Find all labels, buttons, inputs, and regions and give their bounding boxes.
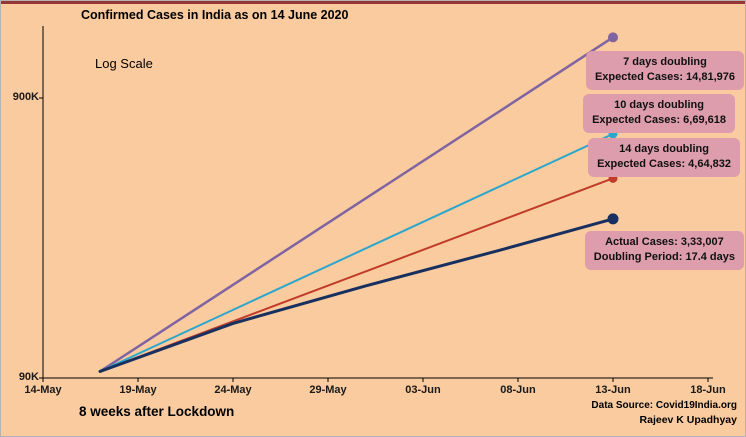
x-tick-label: 19-May (119, 384, 157, 396)
log-scale-label: Log Scale (95, 56, 153, 71)
x-tick-label: 24-May (214, 384, 252, 396)
series-line-actual-cases (98, 217, 615, 373)
callout-title: 14 days doubling (619, 143, 709, 155)
x-tick-label: 13-Jun (595, 384, 631, 396)
x-tick-label: 14-May (24, 384, 62, 396)
x-tick-label: 29-May (309, 384, 347, 396)
x-tick-label: 08-Jun (500, 384, 536, 396)
callout-title: 7 days doubling (623, 56, 707, 68)
callout-value: Expected Cases: 14,81,976 (594, 71, 735, 84)
series-line-10-days-doubling (99, 132, 614, 373)
lockdown-note: 8 weeks after Lockdown (79, 404, 235, 419)
series-dot-7-days-doubling (608, 32, 618, 43)
callout-value: Expected Cases: 6,69,618 (592, 114, 726, 127)
series-line-7-days-doubling (98, 36, 615, 373)
callout-title: 10 days doubling (614, 99, 704, 111)
series-dot-actual-cases (607, 213, 619, 225)
x-tick-label: 18-Jun (690, 384, 726, 396)
callout-title: Actual Cases: 3,33,007 (605, 236, 724, 248)
callout-actual-cases: Actual Cases: 3,33,007 Doubling Period: … (584, 231, 744, 270)
data-source-note: Data Source: Covid19India.org (591, 400, 737, 411)
top-border (1, 1, 745, 4)
x-tick-label: 03-Jun (405, 384, 441, 396)
callout-value: Doubling Period: 17.4 days (593, 251, 735, 264)
callout-10-days-doubling: 10 days doubling Expected Cases: 6,69,61… (583, 94, 735, 133)
author-note: Rajeev K Upadhyay (639, 414, 737, 426)
callout-value: Expected Cases: 4,64,832 (597, 158, 731, 171)
callout-14-days-doubling: 14 days doubling Expected Cases: 4,64,83… (588, 138, 740, 177)
y-tick-label: 900K (12, 91, 39, 103)
y-tick-label: 90K (18, 371, 39, 383)
callout-7-days-doubling: 7 days doubling Expected Cases: 14,81,97… (585, 51, 744, 90)
chart-title: Confirmed Cases in India as on 14 June 2… (81, 8, 349, 22)
